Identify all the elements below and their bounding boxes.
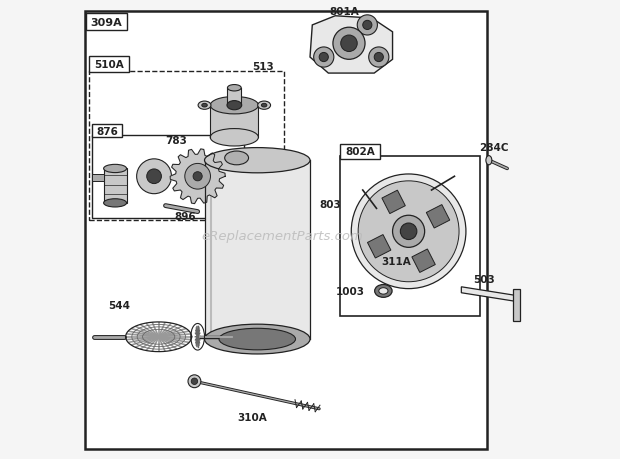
Ellipse shape <box>228 85 241 92</box>
Bar <box>205 161 310 339</box>
Ellipse shape <box>198 102 211 110</box>
Circle shape <box>401 224 417 240</box>
Ellipse shape <box>104 165 126 173</box>
Circle shape <box>185 164 210 190</box>
Circle shape <box>175 155 219 199</box>
Polygon shape <box>513 289 520 321</box>
Text: 513: 513 <box>253 62 275 72</box>
Ellipse shape <box>486 156 492 165</box>
Circle shape <box>188 375 201 388</box>
Circle shape <box>341 36 357 52</box>
Ellipse shape <box>219 329 296 350</box>
Circle shape <box>136 159 172 194</box>
Circle shape <box>369 48 389 68</box>
Circle shape <box>392 216 425 248</box>
Polygon shape <box>368 235 391 258</box>
Polygon shape <box>310 17 392 74</box>
Polygon shape <box>412 249 435 273</box>
Text: 876: 876 <box>96 127 118 137</box>
Text: 802A: 802A <box>345 147 375 157</box>
Text: 801A: 801A <box>329 7 359 17</box>
Text: 310A: 310A <box>238 412 268 422</box>
Text: 311A: 311A <box>381 257 411 267</box>
Bar <box>92 125 122 138</box>
Circle shape <box>319 53 329 62</box>
Polygon shape <box>170 150 225 204</box>
Bar <box>92 174 104 182</box>
Ellipse shape <box>258 102 270 110</box>
Text: 309A: 309A <box>91 17 122 28</box>
Bar <box>86 14 126 31</box>
Polygon shape <box>382 191 405 214</box>
Ellipse shape <box>210 129 259 147</box>
Ellipse shape <box>374 285 392 298</box>
Text: 1003: 1003 <box>336 286 365 296</box>
Circle shape <box>358 181 459 282</box>
Text: 284C: 284C <box>480 143 509 153</box>
Ellipse shape <box>227 101 242 111</box>
Circle shape <box>191 378 198 385</box>
Bar <box>89 72 284 220</box>
Circle shape <box>363 21 372 30</box>
Text: 510A: 510A <box>94 60 124 70</box>
Circle shape <box>314 48 334 68</box>
Circle shape <box>374 53 383 62</box>
Bar <box>228 89 241 106</box>
Circle shape <box>147 169 161 184</box>
Bar <box>104 169 126 203</box>
Circle shape <box>333 28 365 60</box>
Ellipse shape <box>104 199 126 207</box>
Text: 783: 783 <box>166 136 187 146</box>
Circle shape <box>193 172 202 181</box>
Ellipse shape <box>205 325 310 354</box>
Circle shape <box>352 174 466 289</box>
Ellipse shape <box>210 97 259 115</box>
Circle shape <box>357 16 378 36</box>
Text: 544: 544 <box>108 300 131 310</box>
Bar <box>210 106 258 138</box>
Polygon shape <box>461 287 516 302</box>
Ellipse shape <box>262 104 267 108</box>
Bar <box>340 145 380 159</box>
Bar <box>89 57 130 73</box>
Ellipse shape <box>224 152 249 165</box>
Bar <box>86 12 487 449</box>
Bar <box>92 136 244 218</box>
Polygon shape <box>427 205 449 229</box>
Ellipse shape <box>379 288 388 295</box>
Text: eReplacementParts.com: eReplacementParts.com <box>202 230 363 243</box>
Text: 896: 896 <box>175 212 197 222</box>
Ellipse shape <box>205 148 310 174</box>
Bar <box>340 156 480 316</box>
Text: 503: 503 <box>473 274 495 284</box>
Text: 803: 803 <box>319 199 341 209</box>
Ellipse shape <box>202 104 207 108</box>
